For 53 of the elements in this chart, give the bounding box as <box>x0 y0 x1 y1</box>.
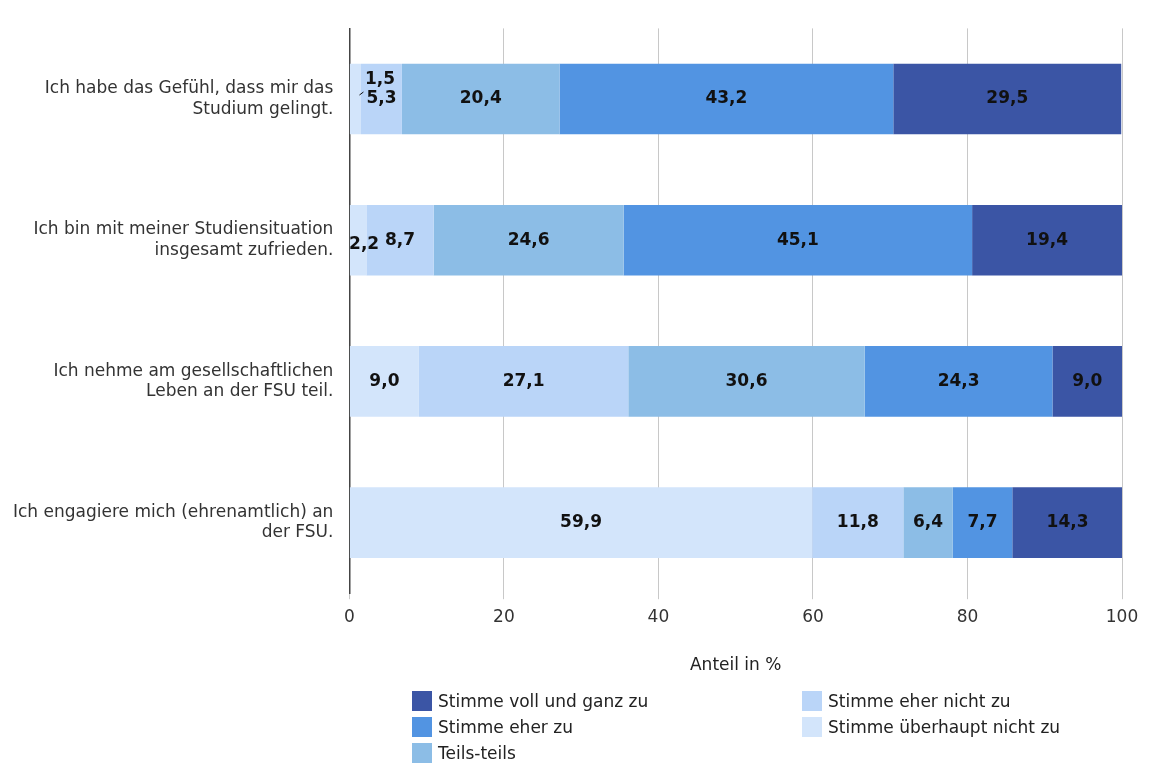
legend-label: Stimme überhaupt nicht zu <box>828 717 1061 737</box>
legend-label: Stimme eher zu <box>438 717 573 737</box>
data-label: 1,5 <box>364 68 396 89</box>
x-tick-label: 0 <box>343 605 355 626</box>
bar <box>349 346 419 417</box>
data-label: 24,3 <box>937 369 980 390</box>
y-tick-label: Ich engagiere mich (ehrenamtlich) an der FSU. <box>12 500 334 542</box>
bar <box>1052 346 1122 417</box>
data-label: 8,7 <box>384 228 416 249</box>
legend-label: Stimme voll und ganz zu <box>438 691 649 711</box>
x-tick-label: 60 <box>802 605 824 626</box>
x-tick-label: 80 <box>956 605 979 626</box>
bar <box>623 204 973 276</box>
bar <box>349 63 361 135</box>
data-label: 24,6 <box>507 228 550 249</box>
x-tick-label: 20 <box>493 605 515 626</box>
legend-label: Stimme eher nicht zu <box>828 691 1011 711</box>
bar <box>401 63 560 135</box>
data-label: 27,1 <box>502 369 545 390</box>
legend-label: Teils-teils <box>438 743 516 763</box>
data-label: 7,7 <box>967 511 998 532</box>
bar <box>893 63 1122 135</box>
data-label: 9,0 <box>369 369 400 390</box>
bar <box>864 346 1053 417</box>
x-tick-label: 40 <box>647 605 670 626</box>
bar <box>972 204 1122 276</box>
data-label: 43,2 <box>705 87 748 108</box>
bar <box>349 487 813 558</box>
bar <box>559 63 894 135</box>
y-tick-label: Ich nehme am gesellschaftlichen Leben an der FSU teil. <box>53 359 334 401</box>
bar <box>903 487 953 558</box>
data-label: 45,1 <box>776 228 819 249</box>
data-label: 29,5 <box>986 87 1029 108</box>
data-label: 9,0 <box>1072 369 1103 390</box>
data-label: 11,8 <box>836 511 879 532</box>
data-label: 19,4 <box>1026 228 1069 249</box>
data-label: 30,6 <box>725 369 768 390</box>
bar <box>1012 487 1122 558</box>
x-axis-title: Anteil in % <box>689 654 782 675</box>
x-tick-label: 100 <box>1105 605 1139 626</box>
data-label: 20,4 <box>459 87 502 108</box>
y-tick-label: Ich bin mit meiner Studiensituation insgesamt zufrieden. <box>33 218 334 259</box>
y-tick-label: Ich habe das Gefühl, dass mir das Studium gelingt. <box>44 77 334 118</box>
bar <box>952 487 1013 558</box>
data-label: 5,3 <box>366 87 397 108</box>
bar <box>418 346 629 417</box>
bar <box>628 346 865 417</box>
data-label: 14,3 <box>1046 511 1089 532</box>
data-label: 59,9 <box>560 511 603 532</box>
bar <box>812 487 904 558</box>
bar <box>433 204 624 276</box>
data-label: 6,4 <box>913 511 944 532</box>
data-label: 2,2 <box>349 232 380 253</box>
